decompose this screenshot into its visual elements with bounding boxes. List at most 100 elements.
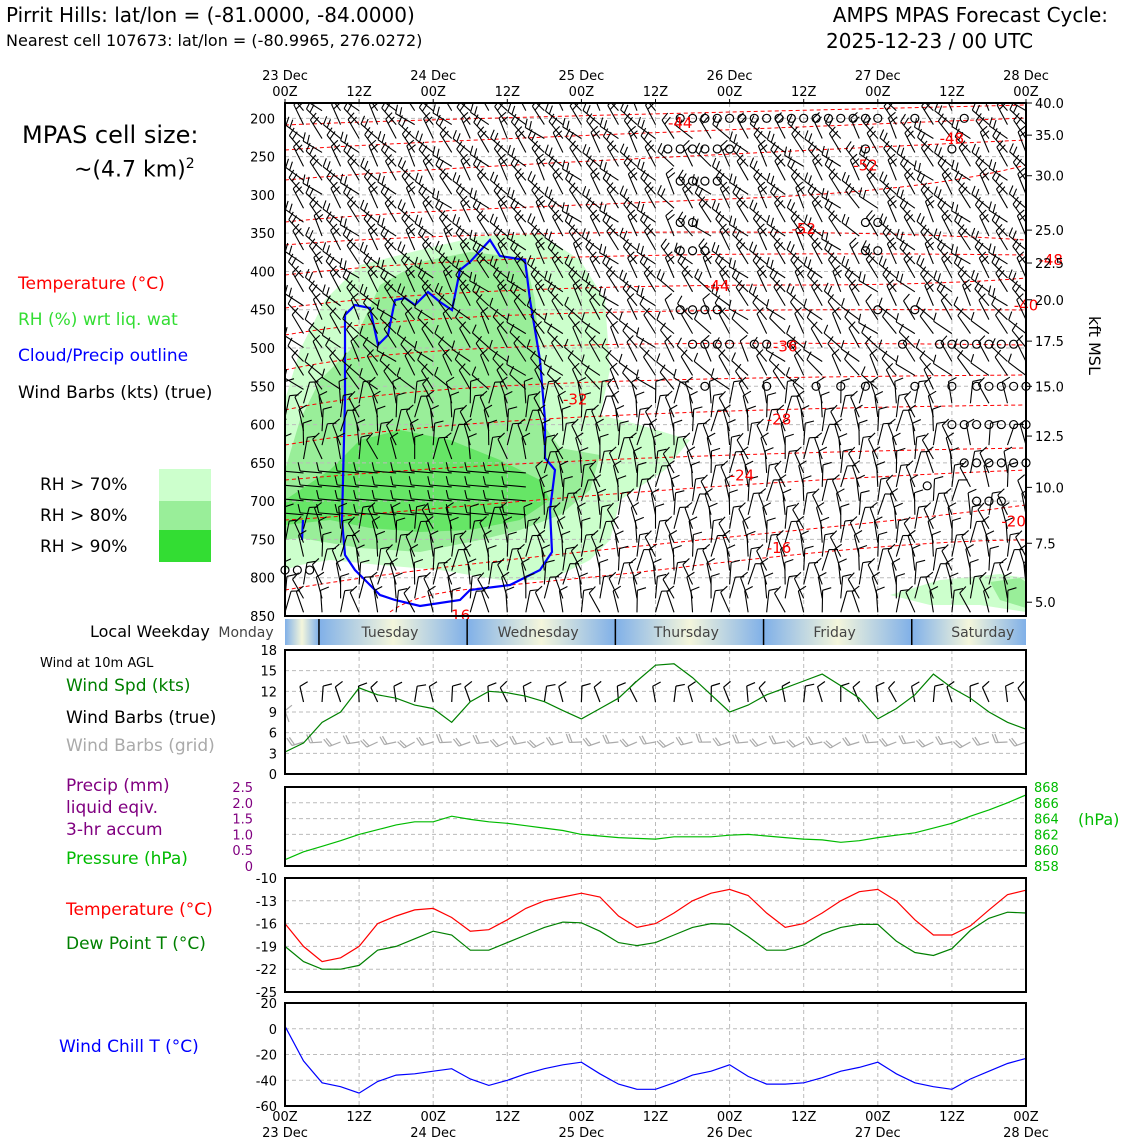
barb-flag [933,270,938,280]
barb-staff [485,484,508,488]
wind-barb [606,502,619,529]
wind-barb [506,271,527,293]
wind-barb [496,321,508,348]
barb-flag [1001,502,1010,508]
barb-staff [941,174,953,195]
barb-flag [565,170,571,180]
barb-staff [821,479,828,501]
barb-flag [312,116,320,125]
barb-flag [917,128,922,138]
barb-staff [417,317,434,335]
barb-flag [713,393,723,396]
barb-staff [377,181,397,195]
barb-flag [698,196,706,205]
barb-flag [682,558,690,566]
barb-staff [302,507,310,529]
barb-flag [718,516,726,524]
wind-barb [425,390,435,418]
wind-barb [838,433,848,460]
wind-barb [665,167,676,195]
barb-flag [455,267,461,276]
barb-staff [285,555,286,557]
wind-barb [619,185,638,209]
wind-barb [840,573,852,599]
barb-staff [355,548,360,571]
wind-barb [534,321,545,348]
barb-staff [879,221,897,237]
wind-barb [482,476,508,488]
barb-staff [841,179,860,195]
wind-barb [821,461,832,487]
barb-staff [851,591,860,613]
barb-flag [462,200,470,208]
wind-barb [445,476,471,488]
barb-flag [343,103,348,109]
barb-flag [941,418,950,426]
barb-flag [562,118,566,128]
wind-barb [521,558,530,585]
calm-circle [737,113,747,123]
barb-staff [934,152,953,167]
barb-flag [536,153,544,161]
barb-flag [704,255,713,263]
barb-flag [996,103,1001,106]
barb-staff [804,180,823,195]
barb-flag [729,173,733,183]
barb-staff [865,342,879,362]
barb-staff [338,506,342,529]
barb-flag [314,502,322,509]
barb-flag [659,364,666,373]
barb-flag [874,516,883,522]
wind-barb [861,240,879,265]
wind-barb [599,520,616,543]
barb-flag [397,241,402,251]
barb-flag [845,216,850,226]
barb-staff [985,103,990,111]
barb-flag [780,544,789,550]
barb-staff [821,154,842,167]
barb-flag [918,120,922,130]
barb-flag [999,103,1007,110]
barb-flag [436,190,440,200]
barb-staff [401,133,416,153]
barb-staff [932,548,937,571]
barb-flag [544,186,549,196]
barb-staff [380,275,397,293]
barb-staff [397,165,416,181]
wind-barb [794,223,805,251]
wind-barb [544,228,564,251]
barb-flag [438,244,444,253]
barb-flag [380,225,386,235]
calm-circle [836,113,846,123]
barb-flag [665,167,674,175]
wind-barb [395,392,406,418]
wind-barb [534,362,545,390]
barb-staff [568,315,582,334]
barb-flag [470,503,479,508]
barb-flag [879,171,884,181]
barb-flag [702,418,711,425]
barb-flag [988,285,992,295]
barb-staff [865,300,879,320]
barb-flag [464,490,468,500]
wind-barb [719,265,731,293]
barb-staff [543,506,549,529]
wind-barb [891,558,901,585]
barb-staff [302,381,311,404]
barb-staff [995,272,1008,293]
barb-staff [322,166,341,181]
calm-circle [1009,339,1019,349]
barb-flag [643,349,650,358]
wind-barb [806,309,823,334]
barb-flag [548,505,558,508]
barb-flag [342,518,352,522]
barb-staff [664,522,675,543]
wind-barb [338,502,348,529]
wind-barb [417,351,434,376]
barb-flag [722,529,731,537]
barb-staff [1016,299,1026,320]
wind-barb [351,529,360,557]
barb-staff [803,437,810,460]
barb-flag [981,255,989,263]
barb-flag [872,446,881,453]
